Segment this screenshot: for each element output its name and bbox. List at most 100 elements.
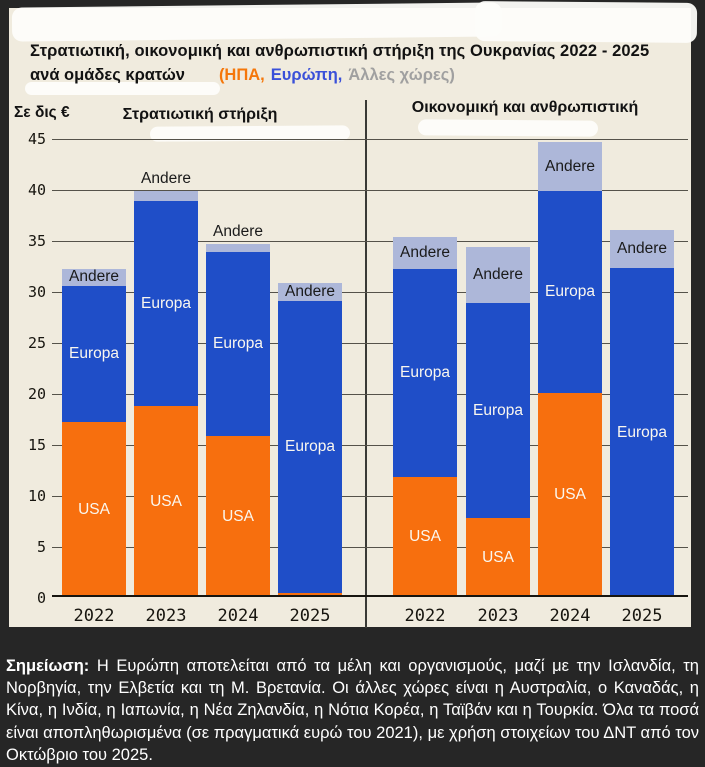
gridline-45 (52, 139, 688, 140)
footnote-text: Η Ευρώπη αποτελείται από τα μέλη και οργ… (6, 656, 699, 765)
gridline-15 (52, 445, 688, 446)
chart-subtitle: ανά ομάδες κρατών (ΗΠΑ, Ευρώπη, Άλλες χώ… (30, 66, 680, 85)
bar-οικονομική-2023: Andere Europa USA (466, 247, 530, 597)
segment-europa-2025-label: Europa (285, 438, 335, 456)
segment-andere-2023-label: Andere (473, 266, 523, 284)
segment-andere-2023: Andere (466, 247, 530, 304)
gridline-5 (52, 547, 688, 548)
footnote-label: Σημείωση: (6, 656, 90, 675)
segment-europa-2024: Europa (206, 252, 270, 436)
segment-andere-2023 (134, 191, 198, 202)
segment-andere-2022-label: Andere (69, 268, 119, 286)
segment-andere-2024 (206, 244, 270, 253)
bar-οικονομική-2022: Andere Europa USA (393, 236, 457, 597)
segment-usa-2024-label: USA (554, 486, 586, 504)
segment-europa-2022: Europa (393, 268, 457, 477)
segment-usa-2024-label: USA (222, 507, 254, 525)
segment-usa-2022: USA (62, 421, 126, 597)
segment-usa-2023: USA (466, 518, 530, 597)
y-tick-15: 15 (27, 436, 46, 454)
segment-usa-2023-label: USA (482, 548, 514, 566)
x-tick-2022-panel2: 2022 (404, 606, 446, 626)
segment-usa-2023: USA (134, 406, 198, 597)
segment-europa-2022-label: Europa (400, 363, 450, 381)
segment-andere-2025: Andere (278, 282, 342, 302)
y-tick-35: 35 (27, 232, 46, 250)
y-tick-5: 5 (36, 538, 46, 556)
segment-europa-2022-label: Europa (69, 344, 119, 362)
bar-οικονομική-2024: Andere Europa USA (538, 142, 602, 597)
y-tick-0: 0 (36, 589, 46, 607)
segment-usa-2024: USA (206, 435, 270, 597)
segment-andere-2022-label: Andere (400, 244, 450, 261)
gridline-10 (52, 496, 688, 497)
segment-andere-2022: Andere (393, 236, 457, 269)
footnote: Σημείωση: Η Ευρώπη αποτελείται από τα μέ… (6, 655, 699, 767)
x-axis-baseline (52, 595, 688, 597)
legend-andere: Άλλες χώρες) (348, 66, 455, 84)
segment-europa-2022: Europa (62, 285, 126, 422)
whiteout-patch (25, 82, 220, 95)
bar-στρατιωτική-2024: Europa USA (206, 244, 270, 597)
legend-gap (191, 66, 213, 85)
bar-στρατιωτική-2023: Europa USA (134, 191, 198, 597)
segment-andere-2025-label: Andere (285, 283, 335, 301)
gridline-35 (52, 241, 688, 242)
y-tick-45: 45 (27, 130, 46, 148)
segment-europa-2024: Europa (538, 191, 602, 393)
y-tick-10: 10 (27, 487, 46, 505)
segment-usa-2024: USA (538, 393, 602, 597)
chart-title: Στρατιωτική, οικονομική και ανθρωπιστική… (30, 42, 650, 60)
segment-andere-2025-label: Andere (617, 239, 667, 257)
bar-στρατιωτική-2022: Andere Europa USA (62, 268, 126, 597)
segment-europa-2023-label: Europa (141, 294, 191, 312)
segment-andere-2024-outside-label: Andere (213, 223, 263, 241)
y-axis-unit-label: Σε δις € (14, 104, 70, 121)
legend-usa: (ΗΠΑ, (218, 66, 265, 84)
segment-europa-2023: Europa (134, 201, 198, 407)
x-tick-2024-panel1: 2024 (217, 606, 259, 626)
plot-area: 45 40 35 30 25 20 15 10 5 0 Andere Europa USA Europa U… (0, 130, 705, 607)
segment-andere-2024-label: Andere (545, 157, 595, 175)
y-tick-30: 30 (27, 283, 46, 301)
whiteout-patch (11, 2, 503, 42)
segment-usa-2022: USA (393, 476, 457, 597)
segment-europa-2024-label: Europa (213, 335, 263, 353)
x-tick-2022-panel1: 2022 (73, 606, 115, 626)
segment-europa-2023: Europa (466, 303, 530, 519)
gridline-25 (52, 343, 688, 344)
subtitle-prefix: ανά ομάδες κρατών (30, 66, 185, 84)
x-tick-2024-panel2: 2024 (549, 606, 591, 626)
segment-europa-2024-label: Europa (545, 283, 595, 301)
x-tick-2023-panel2: 2023 (477, 606, 519, 626)
segment-andere-2025: Andere (610, 229, 674, 268)
x-tick-2025-panel2: 2025 (621, 606, 663, 626)
y-tick-40: 40 (27, 181, 46, 199)
gridline-30 (52, 292, 688, 293)
segment-usa-2022-label: USA (78, 500, 110, 518)
bar-οικονομική-2025: Andere Europa (610, 229, 674, 597)
panel-title-military: Στρατιωτική στήριξη (122, 106, 278, 123)
bar-στρατιωτική-2025: Andere Europa (278, 282, 342, 597)
segment-europa-2023-label: Europa (473, 402, 523, 420)
whiteout-patch (474, 1, 698, 43)
segment-usa-2025 (278, 592, 342, 597)
panel-title-economic: Οικονομική και ανθρωπιστική (411, 99, 639, 116)
gridline-20 (52, 394, 688, 395)
x-tick-2023-panel1: 2023 (145, 606, 187, 626)
segment-andere-2022: Andere (62, 268, 126, 286)
segment-andere-2024: Andere (538, 142, 602, 192)
segment-europa-2025-label: Europa (617, 423, 667, 441)
segment-andere-2023-outside-label: Andere (141, 170, 191, 188)
segment-usa-2022-label: USA (409, 528, 441, 546)
whiteout-patch (417, 119, 599, 137)
gridline-40 (52, 190, 688, 191)
legend-europa: Ευρώπη, (270, 66, 343, 84)
x-tick-2025-panel1: 2025 (289, 606, 331, 626)
y-tick-20: 20 (27, 385, 46, 403)
y-tick-25: 25 (27, 334, 46, 352)
panel-divider-line (365, 100, 367, 628)
segment-europa-2025: Europa (610, 267, 674, 597)
segment-europa-2025: Europa (278, 301, 342, 593)
segment-usa-2023-label: USA (150, 492, 182, 510)
